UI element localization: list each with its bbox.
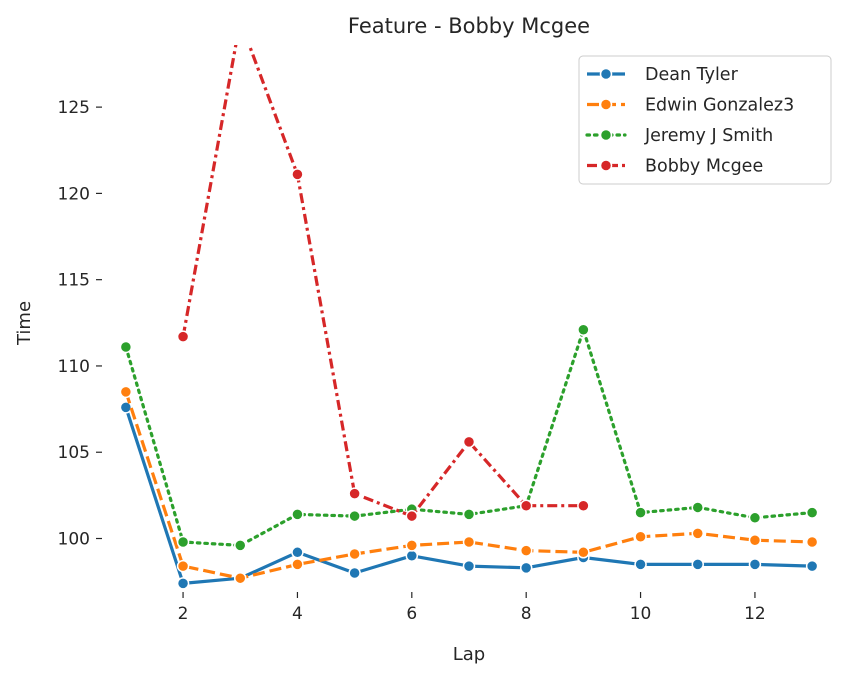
data-point xyxy=(519,561,533,575)
y-axis-label: Time xyxy=(14,301,35,346)
data-point xyxy=(176,559,190,573)
x-tick-label: 8 xyxy=(521,604,532,624)
data-point xyxy=(348,566,361,580)
data-point xyxy=(405,509,419,523)
data-point xyxy=(748,558,762,571)
data-point xyxy=(235,15,246,26)
x-tick-label: 2 xyxy=(178,604,189,624)
data-point xyxy=(691,558,704,571)
data-point xyxy=(634,506,647,519)
x-tick-label: 12 xyxy=(744,604,766,624)
data-point xyxy=(176,577,190,590)
data-point xyxy=(634,558,647,571)
legend-marker xyxy=(599,67,613,81)
data-point xyxy=(291,558,304,571)
data-point xyxy=(462,535,476,549)
data-point xyxy=(119,401,133,414)
data-point xyxy=(748,511,762,525)
x-axis-ticks: 2 4 6 8 10 12 xyxy=(178,592,766,624)
legend-item: Dean Tyler xyxy=(587,65,739,85)
data-point xyxy=(291,168,304,181)
y-tick-label: 110 xyxy=(58,357,90,377)
legend-label: Bobby Mcgee xyxy=(645,157,763,177)
series-edwin-gonzalez3 xyxy=(119,385,819,585)
legend-item: Edwin Gonzalez3 xyxy=(587,96,794,116)
legend-label: Jeremy J Smith xyxy=(644,126,773,146)
data-point xyxy=(348,487,361,500)
legend-label: Edwin Gonzalez3 xyxy=(645,96,794,116)
series-bobby-mcgee xyxy=(176,15,590,523)
y-axis-ticks: 100 105 110 115 120 125 xyxy=(58,98,102,550)
plot-area xyxy=(119,15,819,590)
data-point xyxy=(176,535,190,549)
data-point xyxy=(119,385,133,399)
data-point xyxy=(462,559,476,573)
data-point xyxy=(519,499,533,512)
legend-label: Dean Tyler xyxy=(645,65,739,85)
y-tick-label: 105 xyxy=(58,443,90,463)
x-axis-label: Lap xyxy=(453,644,485,665)
data-point xyxy=(348,547,361,561)
series-line xyxy=(124,391,813,580)
data-point xyxy=(577,499,590,512)
series-line xyxy=(181,45,584,518)
data-point xyxy=(805,559,819,573)
data-point xyxy=(691,527,704,540)
data-point xyxy=(176,330,190,343)
legend-marker xyxy=(599,128,613,142)
x-tick-label: 4 xyxy=(292,604,303,624)
data-point xyxy=(462,435,476,449)
data-point xyxy=(577,546,590,559)
data-point xyxy=(234,571,247,585)
legend-item: Jeremy J Smith xyxy=(585,126,773,146)
data-point xyxy=(405,549,419,563)
data-point xyxy=(462,508,476,521)
data-point xyxy=(691,501,704,514)
data-point xyxy=(634,530,647,544)
data-point xyxy=(748,533,762,547)
chart-title: Feature - Bobby Mcgee xyxy=(348,14,590,38)
series-dean-tyler xyxy=(119,401,819,590)
data-point xyxy=(234,539,247,552)
data-point xyxy=(405,539,419,552)
data-point xyxy=(519,544,533,557)
x-tick-label: 6 xyxy=(406,604,417,624)
legend-frame xyxy=(578,55,832,185)
x-tick-label: 10 xyxy=(630,604,652,624)
y-tick-label: 125 xyxy=(58,98,90,118)
legend: Dean Tyler Edwin Gonzalez3 Jeremy J Smith B… xyxy=(578,55,832,185)
data-point xyxy=(805,506,819,519)
legend-item: Bobby Mcgee xyxy=(587,157,763,177)
y-tick-label: 120 xyxy=(58,184,90,204)
series-line xyxy=(124,406,813,586)
y-tick-label: 115 xyxy=(58,271,90,291)
data-point xyxy=(291,508,304,521)
legend-marker xyxy=(599,98,613,111)
data-point xyxy=(291,546,304,559)
y-tick-label: 100 xyxy=(58,530,90,550)
data-point xyxy=(348,509,361,523)
data-point xyxy=(119,340,133,354)
data-point xyxy=(805,535,819,549)
data-point xyxy=(577,323,590,336)
legend-marker xyxy=(599,159,613,172)
